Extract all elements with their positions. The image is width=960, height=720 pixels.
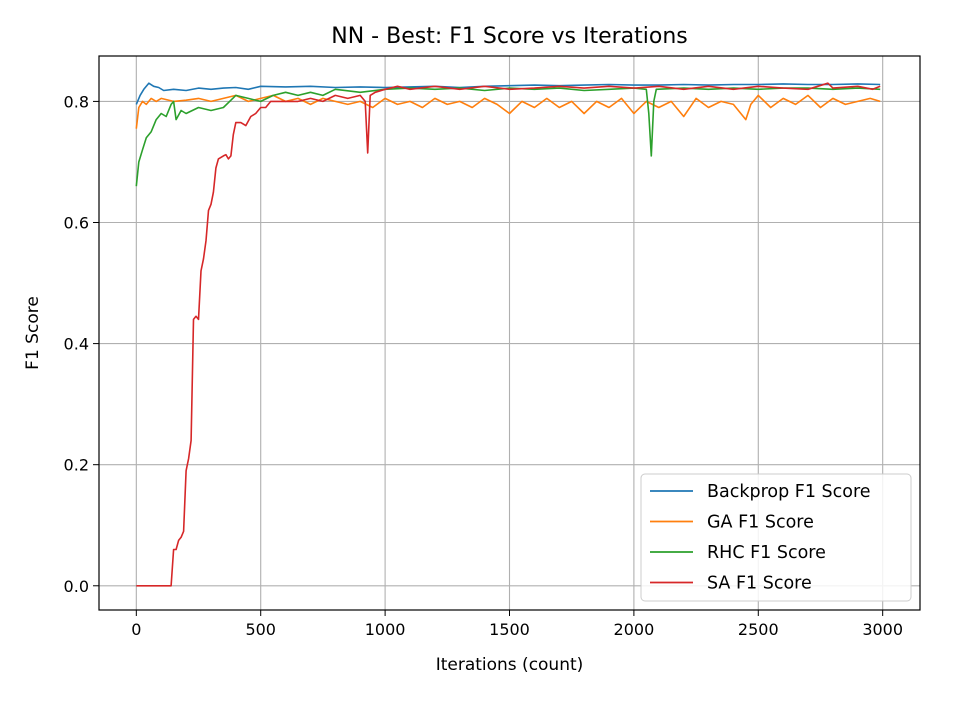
legend-label-0: Backprop F1 Score	[707, 482, 871, 502]
chart-title: NN - Best: F1 Score vs Iterations	[331, 24, 687, 49]
y-axis-label: F1 Score	[23, 296, 43, 370]
legend: Backprop F1 Score GA F1 Score RHC F1 Score…	[640, 473, 912, 602]
x-tick-label: 3000	[862, 620, 903, 639]
series-line-3	[136, 82, 881, 587]
legend-label-1: GA F1 Score	[707, 513, 814, 533]
series-line-0	[135, 82, 881, 105]
x-tick-label: 2000	[614, 620, 655, 639]
ticks: 0 500 1000 1500 2000 2500 3000 0.0 0.2 0.4 0.6 0.8	[64, 92, 903, 639]
x-tick-label: 2500	[738, 620, 779, 639]
legend-box	[640, 473, 912, 602]
x-tick-label: 0	[131, 620, 141, 639]
y-tick-label: 0.8	[64, 92, 89, 111]
x-axis-label: Iterations (count)	[436, 655, 584, 675]
x-tick-label: 500	[245, 620, 276, 639]
y-tick-label: 0.0	[64, 577, 89, 596]
x-tick-label: 1500	[489, 620, 530, 639]
grid	[99, 56, 920, 610]
legend-label-3: SA F1 Score	[707, 574, 812, 594]
legend-label-2: RHC F1 Score	[707, 543, 826, 563]
series-line-1	[135, 94, 881, 129]
y-tick-label: 0.6	[64, 214, 89, 233]
series-group	[135, 82, 881, 587]
y-tick-label: 0.4	[64, 335, 89, 354]
y-tick-label: 0.2	[64, 456, 89, 475]
x-tick-label: 1000	[365, 620, 406, 639]
